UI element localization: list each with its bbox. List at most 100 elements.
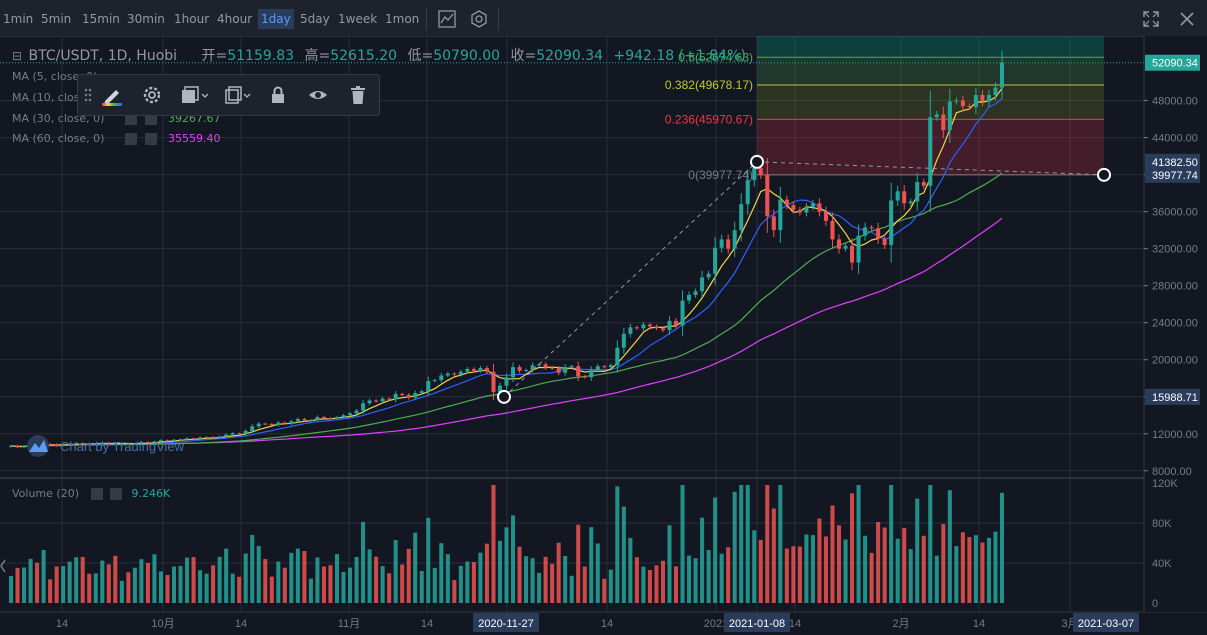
price-tick-label: 36000.00	[1152, 207, 1198, 219]
candle-body	[667, 320, 672, 331]
clone-icon[interactable]	[222, 83, 254, 107]
interval-15min[interactable]: 15min	[82, 12, 120, 26]
volume-bar	[947, 490, 952, 603]
candle-body	[295, 418, 300, 422]
ma60-remove-icon[interactable]	[145, 133, 157, 145]
candle-body	[752, 168, 757, 181]
volume-bar	[28, 558, 33, 603]
time-tick-label: 14	[235, 618, 247, 630]
volume-tick-label: 80K	[1152, 518, 1172, 530]
candle-body	[889, 200, 894, 245]
time-tick-label: 11月	[338, 618, 360, 630]
line-color-pencil-icon[interactable]	[100, 83, 124, 107]
volume-bar	[439, 543, 444, 603]
price-badge-label: 15988.71	[1152, 392, 1198, 404]
candle-body	[941, 114, 946, 131]
volume-bar	[185, 557, 190, 603]
fullscreen-icon[interactable]	[1140, 8, 1162, 30]
collapse-legend-icon[interactable]: ⊟	[12, 49, 23, 63]
delete-trash-icon[interactable]	[346, 83, 370, 107]
trend-line-segment	[756, 161, 1105, 176]
candle-body	[791, 205, 796, 210]
ma60-settings-icon[interactable]	[125, 133, 137, 145]
volume-bar	[719, 553, 724, 603]
interval-1mon[interactable]: 1mon	[385, 12, 420, 26]
candle-body	[413, 393, 418, 398]
visibility-eye-icon[interactable]	[306, 83, 330, 107]
volume-bar	[113, 555, 118, 603]
time-badge-label: 2021-01-08	[729, 618, 785, 630]
fib-level-label: 0.5(52674.63)	[678, 50, 753, 64]
volume-bar	[765, 485, 770, 603]
interval-1day[interactable]: 1day	[258, 9, 294, 29]
time-tick-label: 2月	[892, 618, 909, 630]
candle-body	[517, 367, 522, 371]
volume-bar	[556, 542, 561, 603]
volume-bar	[902, 527, 907, 603]
price-tick-label: 32000.00	[1152, 244, 1198, 256]
volume-bar	[484, 543, 489, 603]
tradingview-logo-icon	[29, 440, 48, 452]
indicators-icon[interactable]	[436, 8, 458, 30]
candle-body	[843, 245, 848, 249]
candle-body	[908, 201, 913, 204]
candle-body	[967, 106, 972, 108]
volume-bar	[517, 546, 522, 603]
volume-bar	[217, 556, 222, 603]
interval-1min[interactable]: 1min	[3, 12, 34, 26]
drawing-settings-gear-icon[interactable]	[140, 83, 164, 107]
price-tick-label: 24000.00	[1152, 318, 1198, 330]
volume-bar	[589, 527, 594, 603]
interval-1week[interactable]: 1week	[338, 12, 378, 26]
ma60-value: 35559.40	[168, 132, 221, 145]
price-badge	[1145, 54, 1200, 71]
volume-bar	[543, 556, 548, 603]
candle-body	[132, 443, 137, 445]
volume-bar	[237, 576, 242, 603]
volume-bar	[341, 571, 346, 603]
volume-bar	[960, 532, 965, 603]
candle-body	[158, 440, 163, 442]
volume-bar	[250, 534, 255, 603]
volume-label: Volume (20)	[12, 487, 79, 500]
volume-bar	[804, 534, 809, 603]
interval-4hour[interactable]: 4hour	[217, 12, 253, 26]
volume-bar	[830, 505, 835, 603]
volume-bar	[537, 572, 542, 603]
open-value: 51159.83	[227, 48, 295, 64]
ma30-settings-icon[interactable]	[125, 113, 137, 125]
template-icon[interactable]	[178, 83, 210, 107]
candle-body	[87, 443, 92, 445]
price-badge	[1145, 166, 1200, 183]
candle-body	[823, 211, 828, 221]
interval-5day[interactable]: 5day	[300, 12, 330, 26]
volume-remove-icon[interactable]	[110, 488, 122, 500]
candle-body	[276, 422, 281, 425]
volume-bar	[354, 556, 359, 603]
settings-gear-icon[interactable]	[468, 8, 490, 30]
interval-1hour[interactable]: 1hour	[174, 12, 210, 26]
candle-body	[328, 418, 333, 420]
ma30-remove-icon[interactable]	[145, 113, 157, 125]
interval-5min[interactable]: 5min	[41, 12, 72, 26]
drag-handle-icon[interactable]	[82, 83, 94, 107]
volume-bar	[263, 559, 268, 603]
close-icon[interactable]	[1176, 8, 1198, 30]
volume-bar	[843, 539, 848, 603]
volume-bar	[999, 492, 1005, 603]
volume-settings-icon[interactable]	[90, 488, 103, 500]
interval-30min[interactable]: 30min	[127, 12, 165, 26]
volume-bar	[739, 485, 744, 603]
volume-bar	[41, 549, 46, 603]
price-badge	[1145, 153, 1200, 170]
candle-body	[106, 442, 111, 444]
price-chart[interactable]: 0(39977.74) 0.236(45970.67) 0.382(49678.17…	[0, 36, 1207, 635]
change-value: +942.18 (+1.84%)	[613, 48, 746, 64]
timeframe-toolbar: 1min 5min 15min 30min 1hour 4hour 1day 5…	[0, 0, 1207, 37]
lock-icon[interactable]	[266, 83, 290, 107]
candle-body	[171, 439, 177, 441]
candle-body	[289, 421, 294, 424]
candle-body	[595, 366, 600, 370]
candle-body	[550, 367, 555, 369]
close-label: 收=	[510, 48, 537, 64]
